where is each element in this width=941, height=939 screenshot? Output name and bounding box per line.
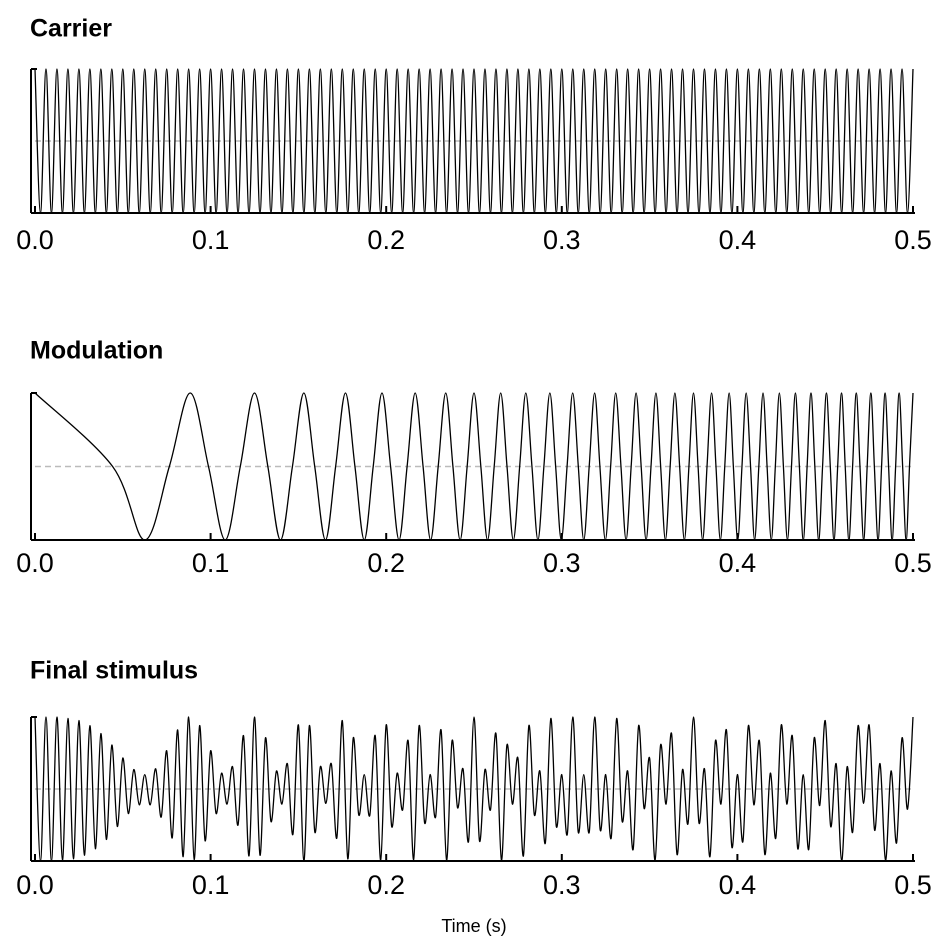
x-tick-label: 0.4: [719, 870, 757, 900]
x-tick-label: 0.5: [894, 225, 932, 255]
x-tick-label: 0.1: [192, 870, 230, 900]
x-tick-label: 0.2: [367, 870, 405, 900]
x-tick-label: 0.0: [16, 870, 54, 900]
signal-line: [34, 392, 914, 541]
x-tick-label: 0.0: [16, 548, 54, 578]
signal-line: [34, 716, 914, 862]
panel-title: Carrier: [30, 15, 112, 43]
x-tick-label: 0.2: [367, 225, 405, 255]
x-tick-label: 0.5: [894, 548, 932, 578]
x-tick-label: 0.5: [894, 870, 932, 900]
panel-title: Final stimulus: [30, 657, 198, 685]
x-tick-label: 0.3: [543, 548, 581, 578]
x-tick-label: 0.4: [719, 225, 757, 255]
x-axis-label: Time (s): [441, 916, 506, 936]
x-tick-label: 0.1: [192, 225, 230, 255]
panel-title: Modulation: [30, 337, 163, 365]
x-tick-label: 0.2: [367, 548, 405, 578]
x-tick-label: 0.0: [16, 225, 54, 255]
x-tick-label: 0.3: [543, 225, 581, 255]
x-tick-label: 0.4: [719, 548, 757, 578]
x-tick-label: 0.1: [192, 548, 230, 578]
x-tick-label: 0.3: [543, 870, 581, 900]
signal-line: [34, 68, 914, 214]
